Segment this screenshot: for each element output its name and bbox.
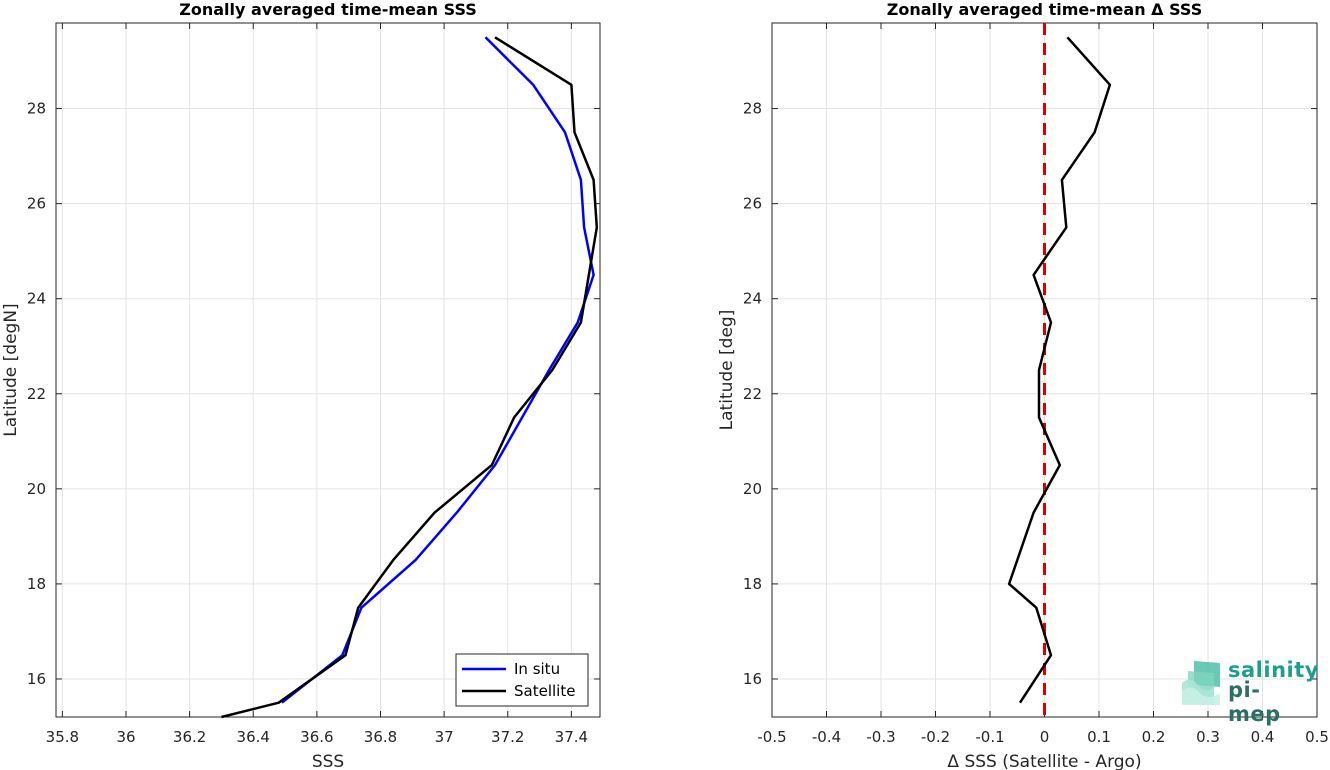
chart1-y-axis-label: Latitude [degN]	[1, 303, 21, 436]
chart2-y-tick-label: 20	[743, 480, 762, 498]
chart1-x-tick-label: 36.2	[173, 728, 206, 746]
chart2-x-tick-label: -0.5	[757, 728, 786, 746]
salinity-pi-mep-logo: salinity pi-mep	[1180, 655, 1318, 726]
chart2-title: Zonally averaged time-mean Δ SSS	[887, 0, 1203, 19]
chart1-x-axis-label: SSS	[312, 752, 344, 770]
chart2-x-tick-label: -0.4	[812, 728, 841, 746]
chart2-x-tick-label: 0.3	[1196, 728, 1220, 746]
chart1-y-tick-label: 26	[27, 195, 46, 213]
chart2-x-tick-label: 0.2	[1142, 728, 1166, 746]
chart1-y-tick-label: 16	[27, 670, 46, 688]
chart1-x-tick-label: 37	[435, 728, 454, 746]
chart1-x-tick-label: 35.8	[46, 728, 79, 746]
chart1-y-tick-label: 28	[27, 100, 46, 118]
logo-text-line2: pi-mep	[1228, 678, 1281, 726]
chart2-y-tick-label: 18	[743, 575, 762, 593]
chart2-series-1-line	[1007, 36, 1112, 704]
chart1-group: 35.8 36 36.2 36.4 36.6 36.8 37 37.2 37.4 16 18 20 22…	[1, 0, 601, 770]
chart2-x-tick-label: 0.5	[1305, 728, 1329, 746]
chart1-y-tick-label: 20	[27, 480, 46, 498]
chart1-x-tick-label: 37.4	[555, 728, 588, 746]
chart2-y-tick-label: 24	[743, 290, 762, 308]
chart1-x-tick-label: 36.6	[300, 728, 333, 746]
chart1-y-tick-label: 22	[27, 385, 46, 403]
chart2-group: -0.5 -0.4 -0.3 -0.2 -0.1 0 0.1 0.2 0.3 0.4 0.5 16 18…	[717, 0, 1329, 770]
chart1-in-situ-line	[281, 36, 595, 704]
chart2-y-axis-label: Latitude [deg]	[717, 310, 737, 431]
chart1-axes-box	[55, 22, 601, 718]
chart2-x-tick-label: -0.1	[975, 728, 1004, 746]
chart1-title: Zonally averaged time-mean SSS	[179, 0, 477, 19]
chart1-y-tick-label: 18	[27, 575, 46, 593]
chart2-x-axis-label: Δ SSS (Satellite - Argo)	[947, 752, 1141, 770]
chart1-legend-box	[455, 653, 589, 707]
chart2-x-tick-label: 0	[1040, 728, 1050, 746]
chart2-y-tick-label: 28	[743, 100, 762, 118]
chart1-x-tick-label: 36	[116, 728, 135, 746]
chart2-x-tick-label: 0.4	[1251, 728, 1275, 746]
chart1-legend-label: Satellite	[514, 682, 575, 700]
waves-logo-icon	[1182, 661, 1220, 705]
chart1-legend-label: In situ	[514, 660, 560, 678]
chart1-x-tick-label: 36.8	[364, 728, 397, 746]
chart1-y-tick-label: 24	[27, 290, 46, 308]
chart1-x-tick-label: 37.2	[491, 728, 524, 746]
chart2-y-tick-label: 22	[743, 385, 762, 403]
chart2-x-tick-label: -0.3	[866, 728, 895, 746]
chart2-y-tick-label: 16	[743, 670, 762, 688]
chart2-x-tick-label: 0.1	[1087, 728, 1111, 746]
logo-text-line1: salinity	[1228, 658, 1319, 682]
chart2-y-tick-label: 26	[743, 195, 762, 213]
chart2-x-tick-label: -0.2	[921, 728, 950, 746]
chart1-satellite-line	[221, 36, 599, 719]
chart1-x-tick-label: 36.4	[237, 728, 270, 746]
